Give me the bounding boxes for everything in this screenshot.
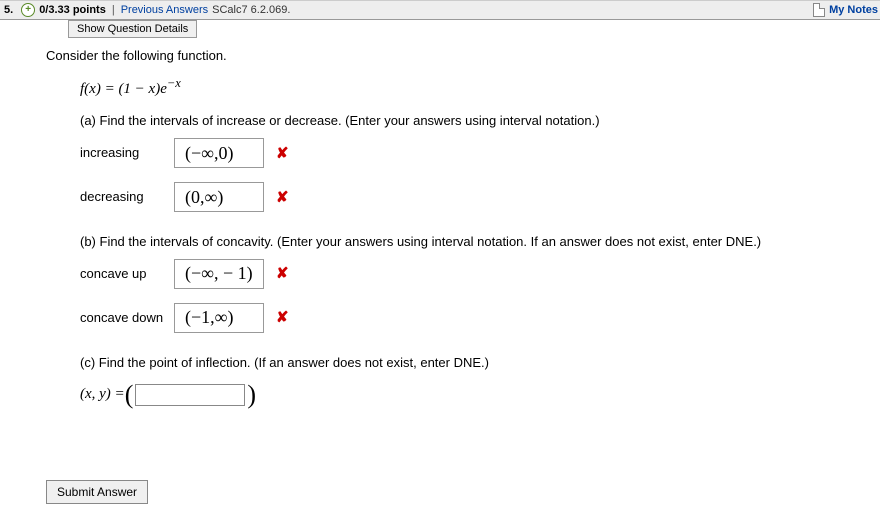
wrong-icon: ✘: [276, 188, 289, 208]
increasing-row: increasing (−∞,0) ✘: [80, 138, 862, 168]
question-source: SCalc7 6.2.069.: [212, 4, 290, 16]
increasing-label: increasing: [80, 145, 174, 162]
question-number: 5.: [4, 4, 13, 16]
open-paren: (: [125, 378, 134, 412]
function-formula: f(x) = (1 − x)e−x: [80, 75, 862, 100]
show-question-details-button[interactable]: Show Question Details: [68, 20, 197, 38]
part-b-prompt: (b) Find the intervals of concavity. (En…: [80, 234, 862, 251]
decreasing-row: decreasing (0,∞) ✘: [80, 182, 862, 212]
concave-down-input[interactable]: (−1,∞): [174, 303, 264, 333]
formula-exponent: −x: [167, 76, 181, 90]
separator: |: [112, 4, 115, 16]
decreasing-label: decreasing: [80, 189, 174, 206]
close-paren: ): [247, 378, 256, 412]
increasing-input[interactable]: (−∞,0): [174, 138, 264, 168]
submit-answer-button[interactable]: Submit Answer: [46, 480, 148, 504]
concave-up-input[interactable]: (−∞, − 1): [174, 259, 264, 289]
part-a-prompt: (a) Find the intervals of increase or de…: [80, 113, 862, 130]
xy-label: (x, y) =: [80, 385, 125, 405]
wrong-icon: ✘: [276, 264, 289, 284]
wrong-icon: ✘: [276, 308, 289, 328]
question-header: 5. + 0/3.33 points | Previous Answers SC…: [0, 0, 880, 20]
my-notes-label: My Notes: [829, 4, 878, 16]
part-c-prompt: (c) Find the point of inflection. (If an…: [80, 355, 862, 372]
inflection-point-row: (x, y) = ( ): [80, 378, 862, 412]
my-notes-button[interactable]: My Notes: [813, 1, 878, 19]
expand-icon[interactable]: +: [21, 3, 35, 17]
wrong-icon: ✘: [276, 144, 289, 164]
points-earned: 0/3.33 points: [39, 4, 106, 16]
concave-up-label: concave up: [80, 266, 174, 283]
inflection-input[interactable]: [135, 384, 245, 406]
formula-base: f(x) = (1 − x)e: [80, 81, 167, 97]
intro-text: Consider the following function.: [46, 48, 862, 65]
concave-down-row: concave down (−1,∞) ✘: [80, 303, 862, 333]
concave-down-label: concave down: [80, 310, 174, 327]
concave-up-row: concave up (−∞, − 1) ✘: [80, 259, 862, 289]
previous-answers-link[interactable]: Previous Answers: [121, 4, 208, 16]
note-icon: [813, 3, 825, 17]
decreasing-input[interactable]: (0,∞): [174, 182, 264, 212]
question-body: Consider the following function. f(x) = …: [0, 20, 880, 432]
